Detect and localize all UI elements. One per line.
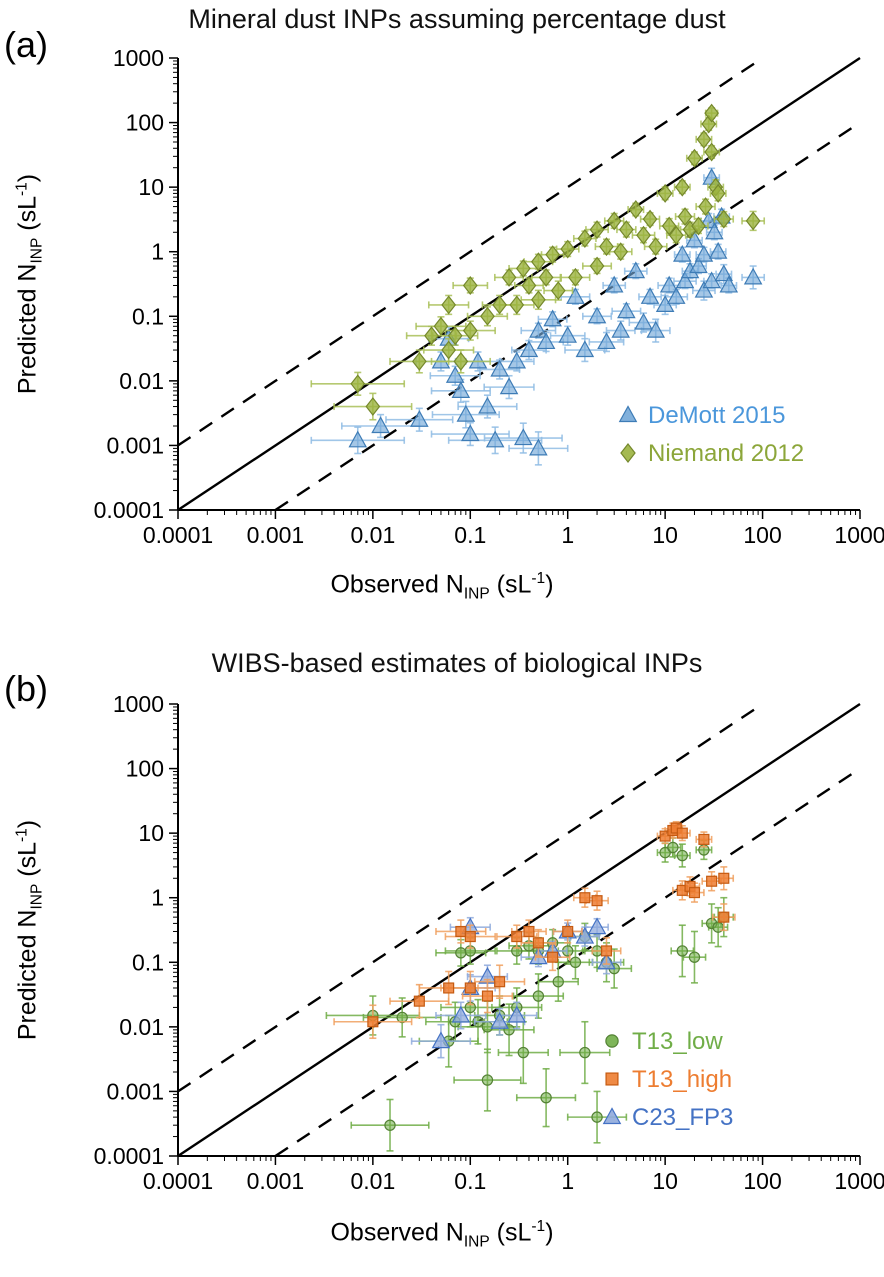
- svg-text:1: 1: [561, 1168, 574, 1194]
- one-to-one-line: [177, 56, 861, 512]
- major-ticks: [169, 703, 861, 1165]
- svg-text:10: 10: [138, 174, 164, 200]
- series-T13_high: [367, 822, 730, 1028]
- y-label-unit-close: ): [13, 819, 42, 829]
- svg-text:0.001: 0.001: [247, 522, 305, 548]
- svg-text:0.001: 0.001: [106, 1078, 164, 1104]
- svg-text:0.01: 0.01: [119, 368, 164, 394]
- svg-text:0.1: 0.1: [454, 1168, 486, 1194]
- legend-marker-T13_low: [605, 1034, 619, 1048]
- legend-label: C23_FP3: [632, 1104, 733, 1131]
- svg-text:0.1: 0.1: [132, 303, 164, 329]
- panel-b-y-axis-label: Predicted NINP (sL-1): [13, 820, 46, 1040]
- svg-text:0.1: 0.1: [132, 949, 164, 975]
- legend-label: Niemand 2012: [648, 440, 804, 467]
- x-label-unit-close: ): [545, 570, 554, 599]
- x-label-subscript: INP: [463, 1233, 490, 1251]
- legend: DeMott 2015 Niemand 2012: [618, 402, 804, 467]
- svg-text:100: 100: [743, 522, 781, 548]
- legend: T13_low T13_high C23_FP3: [602, 1028, 733, 1131]
- svg-text:0.0001: 0.0001: [143, 1168, 213, 1194]
- panel-a: (a) Mineral dust INPs assuming percentag…: [0, 0, 884, 636]
- y-label-superscript: -1: [13, 182, 31, 196]
- x-label-text: Observed N: [330, 570, 464, 599]
- y-label-superscript: -1: [13, 828, 31, 842]
- panel-b-title: WIBS-based estimates of biological INPs: [211, 648, 703, 678]
- legend-label: T13_high: [632, 1066, 732, 1093]
- minor-ticks: [173, 60, 857, 515]
- minor-ticks: [173, 706, 857, 1161]
- svg-text:10: 10: [652, 522, 678, 548]
- svg-text:1000: 1000: [113, 45, 164, 71]
- legend-label: T13_low: [632, 1028, 723, 1055]
- series-DeMott 2015: [348, 167, 763, 456]
- svg-text:0.001: 0.001: [106, 432, 164, 458]
- legend-marker-DeMott 2015: [618, 405, 638, 423]
- svg-text:100: 100: [126, 110, 164, 136]
- panel-b-x-axis-label: Observed NINP (sL-1): [0, 1218, 884, 1251]
- svg-text:0.0001: 0.0001: [94, 1143, 164, 1169]
- one-to-one-line: [177, 702, 861, 1158]
- svg-text:100: 100: [743, 1168, 781, 1194]
- panel-a-x-axis-label: Observed NINP (sL-1): [0, 570, 884, 603]
- panel-b-label: (b): [4, 668, 48, 709]
- legend-marker-Niemand 2012: [620, 443, 636, 463]
- legend-marker-C23_FP3: [602, 1107, 622, 1125]
- reference-line-dashed: [177, 56, 764, 447]
- svg-text:1000: 1000: [834, 522, 884, 548]
- legend-label: DeMott 2015: [648, 402, 785, 429]
- svg-text:1000: 1000: [113, 691, 164, 717]
- major-ticks: [169, 57, 861, 519]
- x-label-text: Observed N: [330, 1218, 464, 1247]
- svg-text:1: 1: [561, 522, 574, 548]
- svg-text:10: 10: [652, 1168, 678, 1194]
- svg-text:0.01: 0.01: [350, 522, 395, 548]
- svg-text:100: 100: [126, 756, 164, 782]
- x-label-unit: (sL: [489, 1218, 532, 1247]
- svg-text:1: 1: [151, 239, 164, 265]
- y-label-unit-close: ): [13, 173, 42, 183]
- reference-line-dashed: [274, 121, 861, 512]
- svg-text:0.0001: 0.0001: [94, 497, 164, 523]
- panel-a-y-axis-label: Predicted NINP (sL-1): [13, 174, 46, 394]
- svg-text:1: 1: [151, 885, 164, 911]
- series-Niemand 2012: [350, 103, 761, 417]
- svg-text:0.001: 0.001: [247, 1168, 305, 1194]
- panel-b: (b) WIBS-based estimates of biological I…: [0, 640, 884, 1277]
- svg-text:10: 10: [138, 820, 164, 846]
- svg-text:0.01: 0.01: [119, 1014, 164, 1040]
- x-label-superscript: -1: [531, 1218, 546, 1235]
- x-label-subscript: INP: [463, 585, 490, 603]
- y-label-unit: (sL: [13, 195, 42, 238]
- x-label-unit: (sL: [489, 570, 532, 599]
- x-label-unit-close: ): [545, 1218, 554, 1247]
- x-label-superscript: -1: [531, 570, 546, 587]
- y-label-text: Predicted N: [13, 263, 42, 395]
- y-label-text: Predicted N: [13, 909, 42, 1041]
- legend-marker-T13_high: [605, 1072, 619, 1086]
- reference-line-dashed: [177, 702, 764, 1093]
- y-label-unit: (sL: [13, 841, 42, 884]
- svg-text:0.1: 0.1: [454, 522, 486, 548]
- svg-text:0.0001: 0.0001: [143, 522, 213, 548]
- svg-text:1000: 1000: [834, 1168, 884, 1194]
- y-label-subscript: INP: [28, 237, 46, 264]
- panel-a-label: (a): [4, 24, 48, 65]
- y-label-subscript: INP: [28, 883, 46, 910]
- svg-text:0.01: 0.01: [350, 1168, 395, 1194]
- panel-a-title: Mineral dust INPs assuming percentage du…: [188, 4, 726, 34]
